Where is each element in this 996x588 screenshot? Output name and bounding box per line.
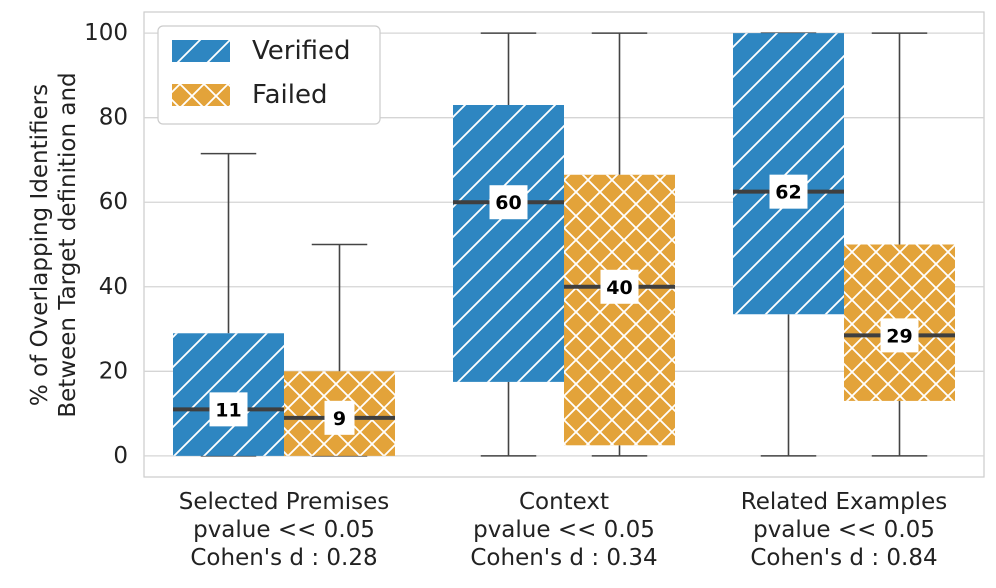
legend-label-failed: Failed — [252, 80, 327, 110]
legend-swatch-failed-hatch — [172, 84, 230, 106]
median-label: 60 — [495, 192, 521, 214]
box-failed-0: 9 — [284, 243, 395, 457]
y-tick-label: 60 — [99, 189, 128, 215]
x-tick-label-line: Context — [519, 489, 609, 515]
boxes: 11 9 60 40 62 29 — [173, 32, 955, 457]
x-tick-label-line: Related Examples — [741, 489, 947, 515]
median-label: 62 — [775, 182, 801, 204]
box-verified-1: 60 — [453, 32, 564, 457]
box-hatch — [564, 174, 675, 446]
box-verified-0: 11 — [173, 152, 284, 457]
y-axis-label-line-1: % of Overlapping Identifiers — [27, 84, 53, 406]
box-hatch — [733, 33, 844, 315]
legend-label-verified: Verified — [252, 36, 351, 66]
y-tick-label: 40 — [99, 274, 128, 300]
median-label-bg — [489, 185, 528, 220]
median-label: 9 — [333, 408, 346, 430]
median-label-bg — [600, 269, 639, 304]
median-label-bg — [324, 400, 355, 435]
box-failed-1: 40 — [564, 32, 675, 457]
legend-swatch-verified-hatch — [172, 40, 230, 62]
y-tick-label: 20 — [99, 358, 128, 384]
x-tick-label-line: pvalue << 0.05 — [753, 517, 935, 543]
box-verified-2: 62 — [733, 32, 844, 457]
y-tick-label: 100 — [84, 20, 128, 46]
median-label-bg — [769, 174, 808, 209]
median-label-bg — [209, 392, 248, 427]
x-tick-label-line: Selected Premises — [179, 489, 390, 515]
x-tick-label-line: pvalue << 0.05 — [473, 517, 655, 543]
median-label: 11 — [215, 399, 241, 421]
y-axis-ticks: 0 20 40 60 80 100 — [84, 20, 128, 469]
box-hatch — [453, 105, 564, 382]
median-label: 40 — [606, 277, 632, 299]
legend: Verified Failed — [157, 25, 381, 125]
median-label: 29 — [886, 325, 912, 347]
x-tick-label-line: Cohen's d : 0.28 — [190, 545, 377, 571]
x-tick-label-line: Cohen's d : 0.34 — [470, 545, 657, 571]
box-failed-2: 29 — [844, 32, 955, 457]
y-tick-label: 0 — [113, 443, 128, 469]
y-tick-label: 80 — [99, 105, 128, 131]
x-tick-label-line: pvalue << 0.05 — [193, 517, 375, 543]
median-label-bg — [880, 318, 919, 353]
y-axis-label-line-2: Between Target definition and — [55, 72, 81, 417]
x-tick-label-line: Cohen's d : 0.84 — [750, 545, 937, 571]
